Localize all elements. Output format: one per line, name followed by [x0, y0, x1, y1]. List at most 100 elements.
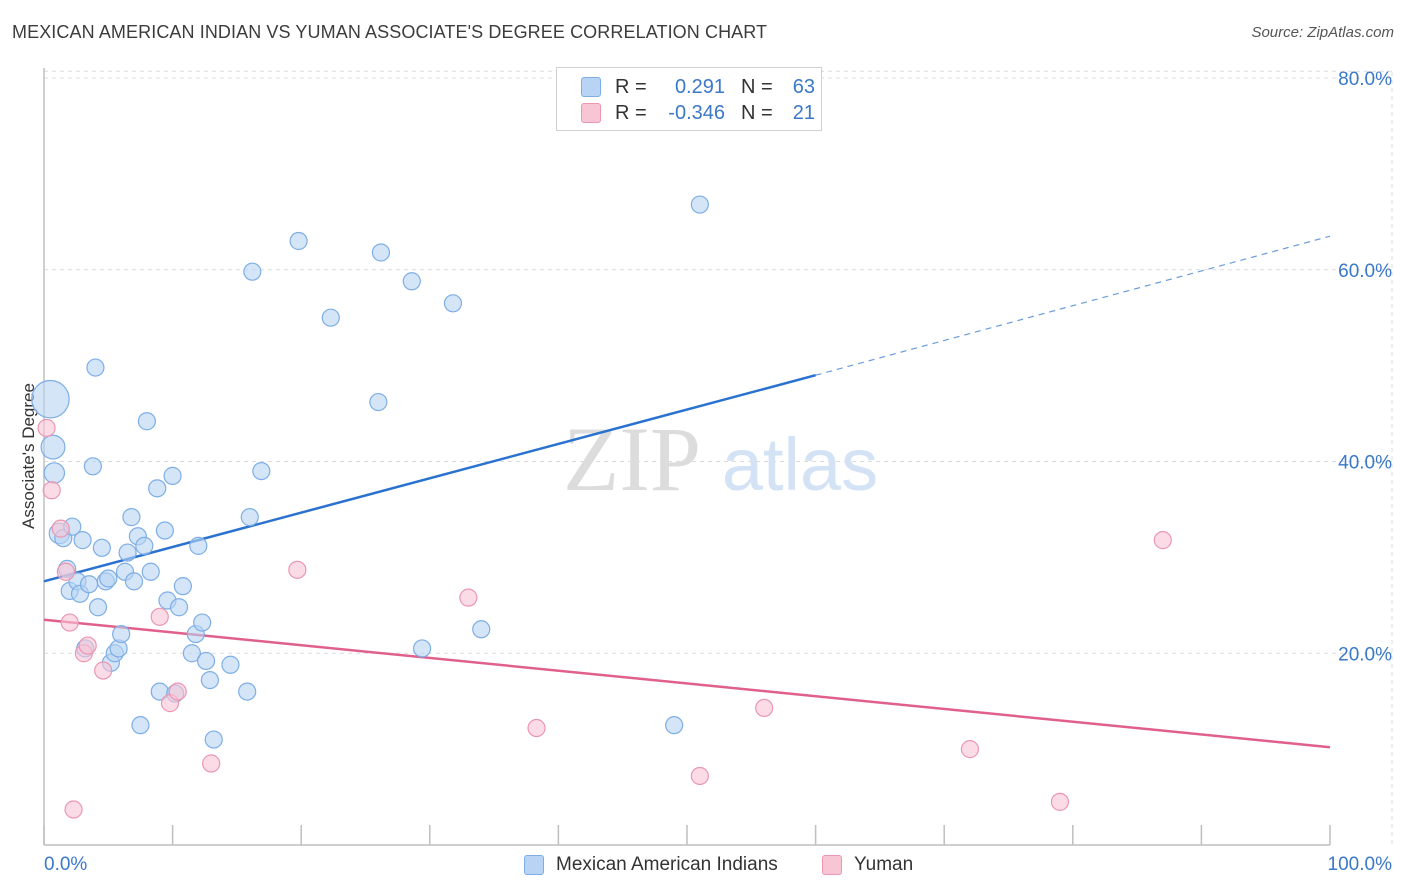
legend-swatch-blue [581, 77, 601, 97]
point-mexican-american-indians [221, 655, 240, 674]
point-mexican-american-indians [412, 639, 432, 658]
data-points [31, 195, 1172, 819]
point-yuman [1050, 792, 1070, 811]
legend-n-value: 21 [792, 101, 815, 124]
point-mexican-american-indians [472, 620, 491, 639]
point-yuman [527, 718, 546, 738]
point-mexican-american-indians [86, 358, 105, 377]
point-mexican-american-indians [371, 243, 391, 262]
point-mexican-american-indians [124, 572, 144, 591]
trend-line-extension [815, 235, 1331, 376]
point-mexican-american-indians [40, 434, 66, 460]
point-yuman [202, 754, 221, 773]
chart-title: MEXICAN AMERICAN INDIAN VS YUMAN ASSOCIA… [12, 22, 768, 42]
point-mexican-american-indians [443, 294, 463, 313]
point-yuman [51, 519, 70, 538]
point-yuman [64, 800, 83, 819]
legend-r-label: R = [615, 101, 647, 124]
point-mexican-american-indians [31, 379, 70, 419]
point-yuman [1153, 531, 1172, 550]
bottom-legend-label: Mexican American Indians [556, 854, 778, 875]
point-mexican-american-indians [189, 536, 208, 555]
point-mexican-american-indians [163, 466, 182, 485]
legend-row-mexican-american-indians: R = 0.291 N = 63 [581, 74, 815, 100]
point-mexican-american-indians [122, 508, 141, 527]
bottom-legend-swatch-pink [822, 855, 842, 875]
point-mexican-american-indians [200, 670, 219, 690]
y-tick-label: 20.0% [1338, 644, 1392, 665]
legend-r-value: -0.346 [668, 101, 725, 124]
point-yuman [150, 607, 169, 626]
point-yuman [168, 682, 187, 701]
point-mexican-american-indians [118, 543, 137, 562]
point-mexican-american-indians [690, 195, 709, 214]
point-mexican-american-indians [79, 575, 99, 594]
point-mexican-american-indians [665, 716, 684, 735]
point-yuman [690, 766, 709, 786]
legend-n-label: N = [741, 101, 773, 124]
point-mexican-american-indians [141, 562, 160, 581]
legend-swatch-pink [581, 103, 601, 123]
point-mexican-american-indians [321, 308, 340, 327]
point-yuman [37, 418, 56, 438]
point-yuman [42, 481, 61, 500]
legend-n-label: N = [741, 75, 773, 98]
watermark-atlas: atlas [722, 423, 878, 506]
y-tick-label: 60.0% [1338, 261, 1392, 282]
legend-row-yuman: R = -0.346 N = 21 [581, 100, 815, 126]
point-mexican-american-indians [135, 536, 154, 555]
point-mexican-american-indians [137, 412, 156, 431]
watermark: ZIP atlas [563, 408, 878, 510]
point-mexican-american-indians [169, 598, 189, 617]
point-mexican-american-indians [112, 624, 131, 644]
point-yuman [56, 562, 75, 581]
point-mexican-american-indians [193, 613, 212, 632]
trend-lines [43, 235, 1331, 749]
point-yuman [78, 636, 97, 655]
point-mexican-american-indians [155, 521, 174, 540]
point-mexican-american-indians [289, 231, 308, 251]
bottom-legend-yuman: Yuman [822, 852, 913, 878]
x-tick-label: 100.0% [1328, 854, 1393, 875]
point-yuman [288, 560, 307, 579]
point-mexican-american-indians [88, 598, 108, 617]
point-mexican-american-indians [182, 644, 201, 663]
axes [43, 68, 1331, 846]
point-yuman [755, 698, 774, 717]
point-mexican-american-indians [173, 577, 192, 596]
tick-labels: 20.0% 40.0% 60.0% 80.0% 0.0% 100.0% [44, 69, 1392, 875]
y-tick-label: 80.0% [1338, 69, 1392, 90]
point-mexican-american-indians [252, 461, 271, 481]
point-mexican-american-indians [73, 531, 92, 550]
legend-n-value: 63 [792, 75, 815, 98]
point-mexican-american-indians [131, 716, 150, 735]
point-mexican-american-indians [99, 569, 118, 588]
grid-lines [44, 70, 1393, 845]
x-tick-label: 0.0% [44, 854, 87, 875]
point-mexican-american-indians [238, 682, 257, 701]
y-tick-label: 40.0% [1338, 453, 1392, 474]
point-mexican-american-indians [83, 457, 102, 476]
bottom-legend-swatch-blue [524, 855, 544, 875]
point-mexican-american-indians [369, 392, 388, 412]
legend-r-value: 0.291 [674, 75, 725, 98]
point-mexican-american-indians [92, 538, 111, 557]
legend-r-label: R = [615, 75, 647, 98]
y-axis-label: Associate's Degree [19, 383, 38, 529]
point-yuman [94, 661, 113, 680]
point-yuman [960, 740, 980, 759]
trend-line-yuman [43, 618, 1331, 749]
point-mexican-american-indians [43, 462, 66, 484]
point-mexican-american-indians [196, 651, 216, 671]
point-mexican-american-indians [148, 479, 167, 498]
bottom-legend-label: Yuman [854, 854, 914, 875]
point-mexican-american-indians [243, 262, 262, 281]
source-credit: Source: ZipAtlas.com [1251, 24, 1394, 41]
point-mexican-american-indians [204, 730, 223, 749]
point-yuman [60, 613, 79, 632]
point-mexican-american-indians [402, 272, 421, 291]
point-yuman [459, 588, 478, 607]
point-mexican-american-indians [240, 508, 259, 527]
stats-legend: R = 0.291 N = 63 R = -0.346 N = 21 [556, 67, 822, 131]
bottom-legend-mexican-american-indians: Mexican American Indians [524, 852, 778, 878]
